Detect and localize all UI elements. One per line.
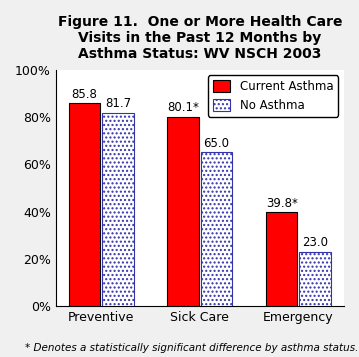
Text: 85.8: 85.8 [72,88,98,101]
Text: 80.1*: 80.1* [167,101,199,114]
Text: 39.8*: 39.8* [266,197,298,210]
Bar [102,113,134,306]
Text: * Denotes a statistically significant difference by asthma status.: * Denotes a statistically significant di… [25,343,359,353]
Text: 23.0: 23.0 [302,236,328,250]
Bar [201,152,232,306]
Bar [266,212,297,306]
Bar [167,117,199,306]
Bar [299,252,331,306]
Title: Figure 11.  One or More Health Care
Visits in the Past 12 Months by
Asthma Statu: Figure 11. One or More Health Care Visit… [57,15,342,61]
Text: 65.0: 65.0 [204,137,230,150]
Legend: Current Asthma, No Asthma: Current Asthma, No Asthma [208,75,338,117]
Bar [69,103,101,306]
Text: 81.7: 81.7 [105,97,131,110]
